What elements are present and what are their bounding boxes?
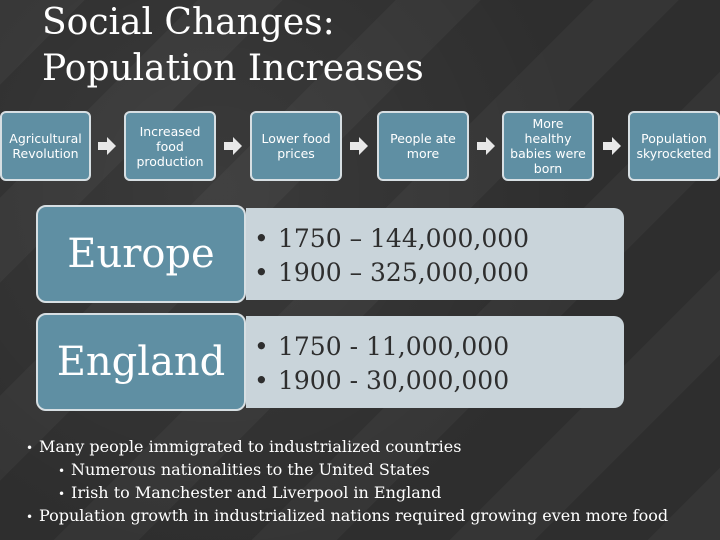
stat-item: • 1750 – 144,000,000 [254,224,530,253]
england-stats-card: • 1750 - 11,000,000 • 1900 - 30,000,000 [246,316,624,408]
arrow-right-icon [477,136,495,156]
flow-box-people-ate-more: People ate more [377,111,469,181]
flow-box-more-healthy-babies: More healthy babies were born [502,111,594,181]
europe-stats-card: • 1750 – 144,000,000 • 1900 – 325,000,000 [246,208,624,300]
stat-item: • 1900 – 325,000,000 [254,258,530,287]
flow-box-agricultural-revolution: Agricultural Revolution [0,111,91,181]
arrow-right-icon [603,136,621,156]
stat-item: • 1900 - 30,000,000 [254,366,510,395]
title-line-2: Population Increases [42,48,424,89]
note-subitem: • Irish to Manchester and Liverpool in En… [58,483,442,502]
stat-item: • 1750 - 11,000,000 [254,332,510,361]
note-item: • Many people immigrated to industrialize… [26,437,462,456]
arrow-right-icon [224,136,242,156]
slide-title: Social Changes: Population Increases [42,0,424,92]
note-subitem: • Numerous nationalities to the United St… [58,460,430,479]
flow-box-population-skyrocketed: Population skyrocketed [628,111,720,181]
flow-box-lower-food-prices: Lower food prices [250,111,342,181]
title-line-1: Social Changes: [42,2,335,43]
note-item: • Population growth in industrialized nat… [26,506,669,525]
england-label: England [36,313,246,411]
flow-box-increased-food-production: Increased food production [124,111,216,181]
notes-list: • Many people immigrated to industrialize… [26,436,668,528]
arrow-right-icon [98,136,116,156]
europe-label: Europe [36,205,246,303]
arrow-right-icon [350,136,368,156]
